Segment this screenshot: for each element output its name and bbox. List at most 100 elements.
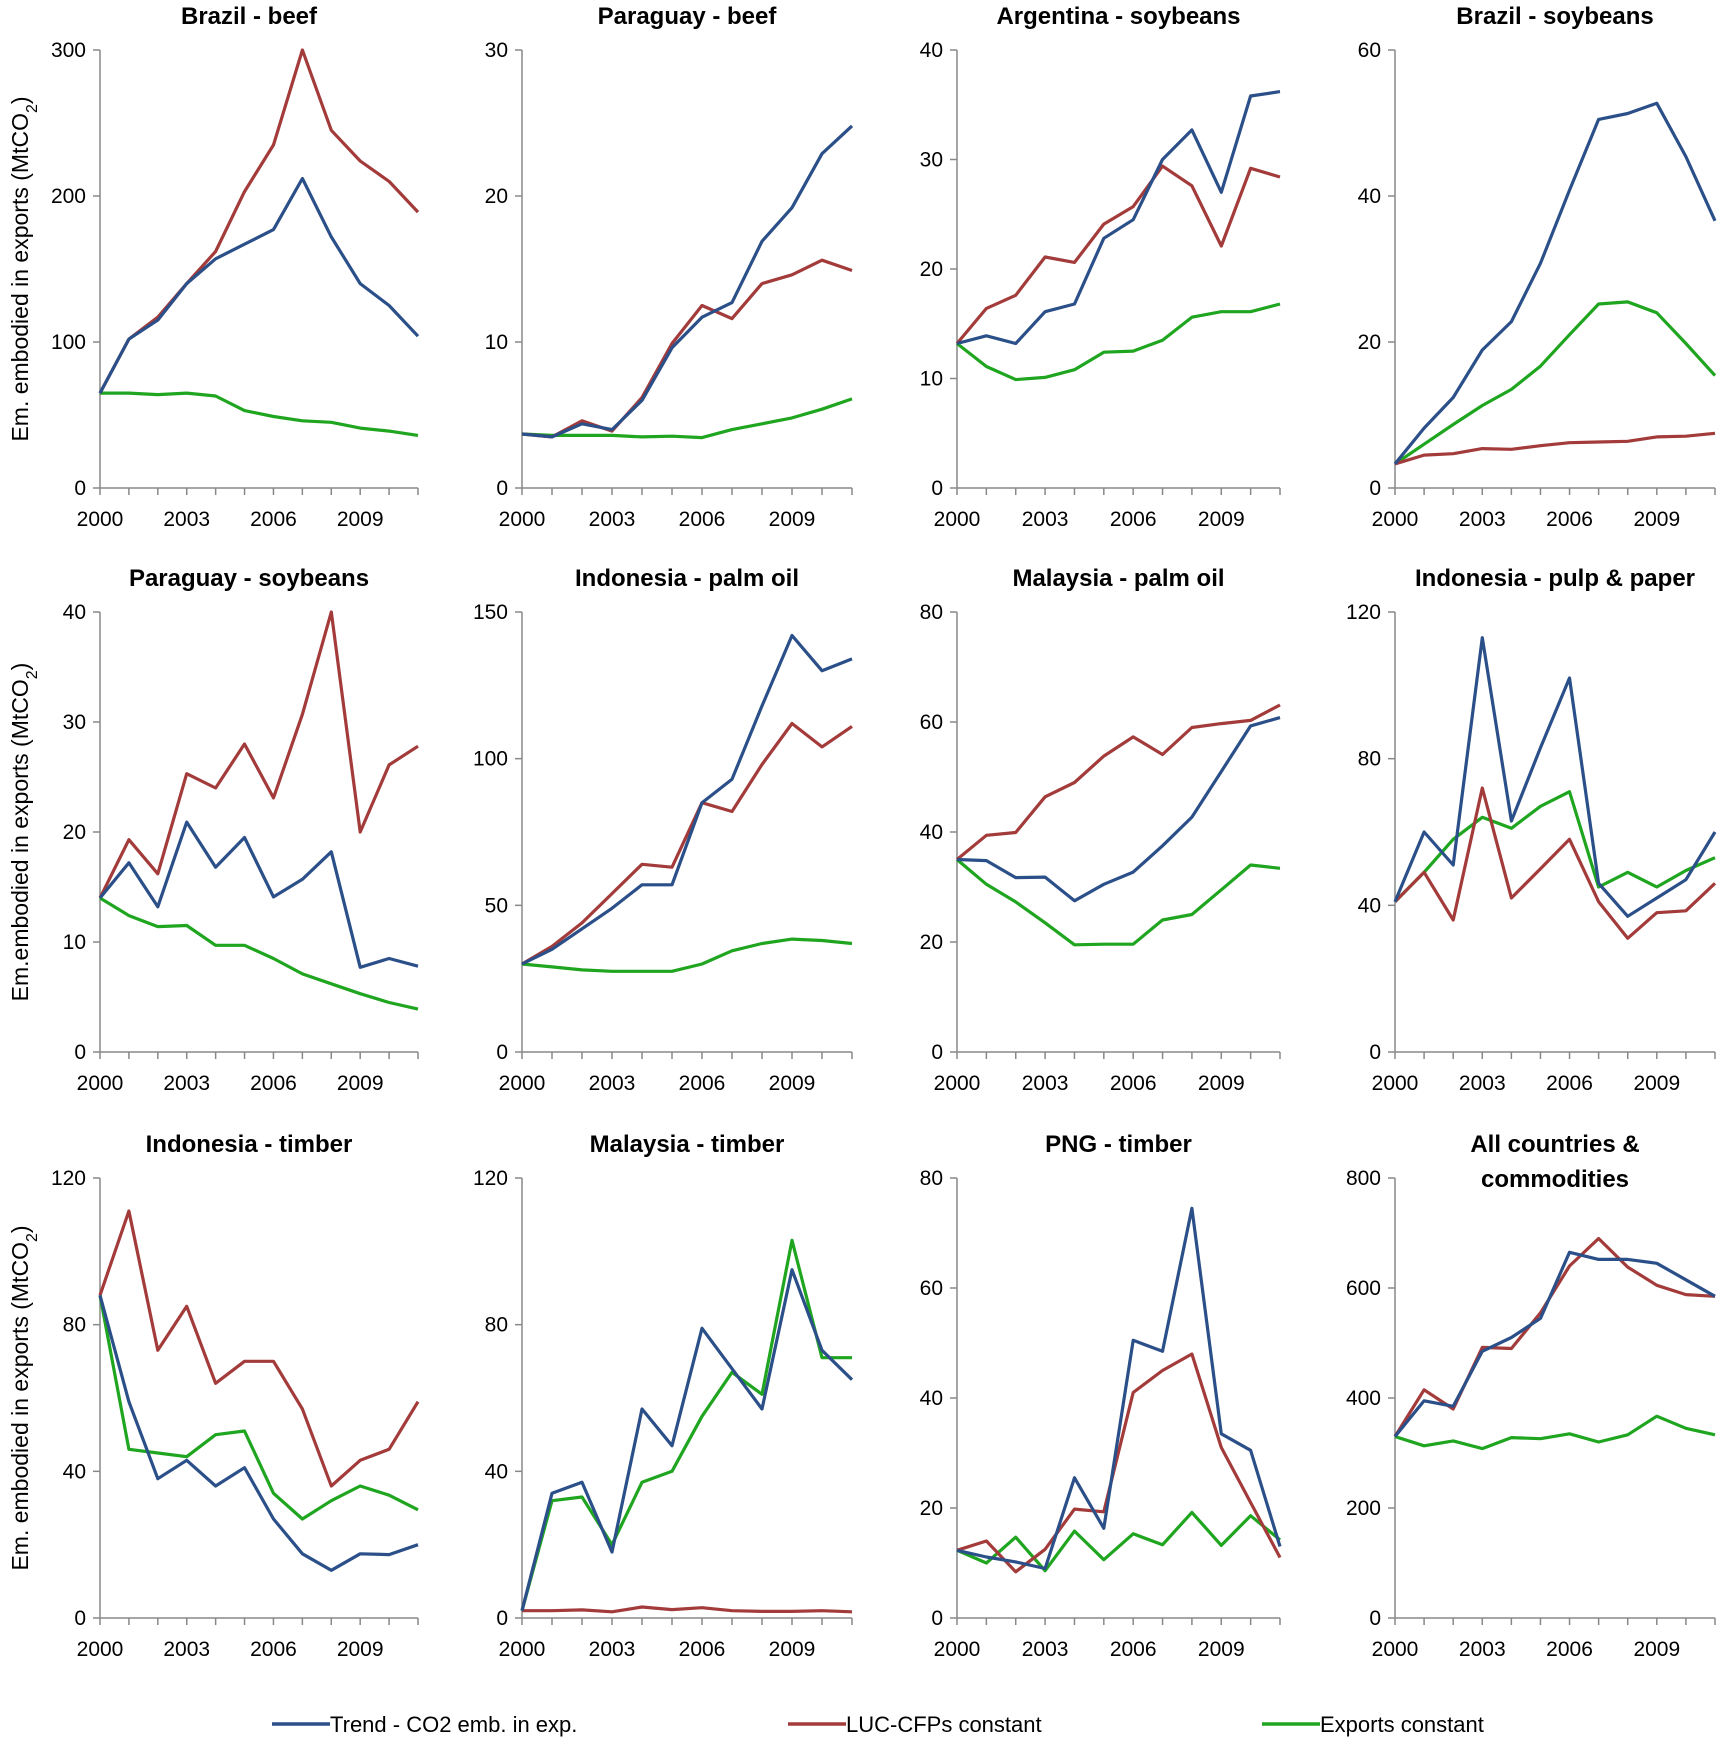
- y-tick-label: 20: [485, 185, 508, 208]
- x-tick-label: 2003: [1459, 508, 1506, 531]
- y-tick-label: 0: [1369, 1607, 1381, 1630]
- x-tick-label: 2000: [499, 1638, 546, 1661]
- series-line-exports-constant: [521, 397, 853, 440]
- y-tick-label: 0: [74, 1041, 86, 1064]
- panel-title: Paraguay - beef: [598, 3, 778, 30]
- x-tick-label: 2000: [934, 1638, 981, 1661]
- x-tick-label: 2000: [77, 1638, 124, 1661]
- y-tick-label: 20: [1358, 331, 1381, 354]
- x-tick-label: 2006: [250, 1072, 297, 1095]
- series-line-trend: [98, 1294, 419, 1572]
- y-tick-label: 0: [1369, 477, 1381, 500]
- panel: All countries & commodities 0 200 400 600 800 2…: [1346, 1131, 1716, 1661]
- y-tick-label: 300: [51, 39, 86, 62]
- y-tick-label: 10: [63, 931, 86, 954]
- y-axis-label: Em. embodied in exports (MtCO2): [7, 96, 41, 441]
- x-tick-label: 2006: [1110, 1638, 1157, 1661]
- x-tick-label: 2003: [1459, 1072, 1506, 1095]
- series-line-trend: [956, 1206, 1282, 1571]
- panel-title: commodities: [1481, 1166, 1629, 1193]
- x-tick-label: 2006: [1546, 508, 1593, 531]
- panel: Paraguay - soybeans 0 10 20 30 40 2000 2003 2006…: [7, 565, 419, 1095]
- y-tick-label: 0: [1369, 1041, 1381, 1064]
- series-line-exports-constant: [520, 1238, 852, 1612]
- y-tick-label: 0: [74, 477, 86, 500]
- y-tick-label: 80: [485, 1314, 508, 1337]
- series-line-exports-constant: [99, 896, 419, 1011]
- x-tick-label: 2000: [77, 508, 124, 531]
- panel-title: PNG - timber: [1045, 1131, 1192, 1158]
- y-tick-label: 50: [485, 894, 508, 917]
- series-line-exports-constant: [100, 391, 419, 437]
- series-line-trend: [521, 124, 854, 439]
- series-line-luc-cfps-constant: [955, 164, 1281, 345]
- x-tick-label: 2003: [1022, 1072, 1069, 1095]
- x-tick-label: 2003: [163, 1638, 210, 1661]
- x-tick-label: 2003: [1022, 1638, 1069, 1661]
- y-tick-label: 100: [473, 748, 508, 771]
- panel: Brazil - soybeans 0 20 40 60 2000 2003 2006 2009: [1358, 3, 1717, 531]
- legend-label: Trend - CO2 emb. in exp.: [330, 1712, 577, 1737]
- series-line-trend: [1393, 636, 1717, 918]
- x-tick-label: 2003: [589, 1638, 636, 1661]
- y-tick-label: 30: [920, 149, 943, 172]
- y-tick-label: 0: [931, 1607, 943, 1630]
- y-tick-label: 0: [74, 1607, 86, 1630]
- panel: Malaysia - palm oil 0 20 40 60 80 2000 2003 2006…: [920, 565, 1281, 1095]
- legend-label: Exports constant: [1320, 1712, 1484, 1737]
- x-tick-label: 2006: [1110, 508, 1157, 531]
- y-tick-label: 200: [51, 185, 86, 208]
- y-tick-label: 10: [485, 331, 508, 354]
- y-tick-label: 80: [920, 1167, 943, 1190]
- panel-title: Malaysia - timber: [590, 1131, 785, 1158]
- x-tick-label: 2009: [337, 508, 384, 531]
- panel-title: Paraguay - soybeans: [129, 565, 369, 592]
- y-tick-label: 150: [473, 601, 508, 624]
- x-tick-label: 2009: [337, 1072, 384, 1095]
- y-tick-label: 0: [931, 477, 943, 500]
- panel: Malaysia - timber 0 40 80 120 2000 2003 2006 200…: [473, 1131, 854, 1661]
- y-tick-label: 80: [920, 601, 943, 624]
- y-tick-label: 100: [51, 331, 86, 354]
- series-line-exports-constant: [956, 1510, 1282, 1573]
- x-tick-label: 2000: [1372, 1638, 1419, 1661]
- y-tick-label: 40: [63, 601, 86, 624]
- y-tick-label: 120: [51, 1167, 86, 1190]
- series-line-trend: [956, 716, 1281, 903]
- y-tick-label: 40: [920, 1387, 943, 1410]
- series-line-trend: [98, 820, 419, 969]
- series-line-luc-cfps-constant: [522, 1605, 853, 1614]
- x-tick-label: 2006: [679, 508, 726, 531]
- panel-title: All countries &: [1470, 1131, 1639, 1158]
- y-tick-label: 200: [1346, 1497, 1381, 1520]
- y-tick-label: 600: [1346, 1277, 1381, 1300]
- series-line-luc-cfps-constant: [1394, 431, 1716, 466]
- y-tick-label: 80: [63, 1314, 86, 1337]
- series-line-exports-constant: [1394, 1414, 1716, 1451]
- y-tick-label: 40: [1358, 894, 1381, 917]
- x-tick-label: 2000: [499, 508, 546, 531]
- y-tick-label: 10: [920, 368, 943, 391]
- panel: Argentina - soybeans 0 10 20 30 40 2000 2003 200…: [920, 3, 1281, 531]
- series-line-luc-cfps-constant: [1393, 786, 1717, 940]
- series-line-luc-cfps-constant: [955, 703, 1281, 861]
- y-tick-label: 40: [63, 1460, 86, 1483]
- x-tick-label: 2006: [250, 1638, 297, 1661]
- y-tick-label: 40: [920, 39, 943, 62]
- series-line-luc-cfps-constant: [956, 1352, 1282, 1574]
- series-line-exports-constant: [1394, 300, 1717, 466]
- y-tick-label: 60: [1358, 39, 1381, 62]
- panel: Indonesia - timber 0 40 80 120 2000 2003 2006 20…: [7, 1131, 420, 1661]
- x-tick-label: 2009: [769, 508, 816, 531]
- x-tick-label: 2000: [934, 508, 981, 531]
- panel-title: Brazil - soybeans: [1456, 3, 1653, 30]
- y-tick-label: 40: [485, 1460, 508, 1483]
- y-tick-label: 800: [1346, 1167, 1381, 1190]
- y-axis-label: Em. embodied in exports (MtCO2): [7, 1225, 41, 1570]
- y-tick-label: 20: [920, 258, 943, 281]
- y-tick-label: 20: [920, 1497, 943, 1520]
- series-line-trend: [521, 633, 853, 966]
- x-tick-label: 2009: [1633, 1638, 1680, 1661]
- x-tick-label: 2006: [679, 1072, 726, 1095]
- series-line-trend: [98, 176, 420, 394]
